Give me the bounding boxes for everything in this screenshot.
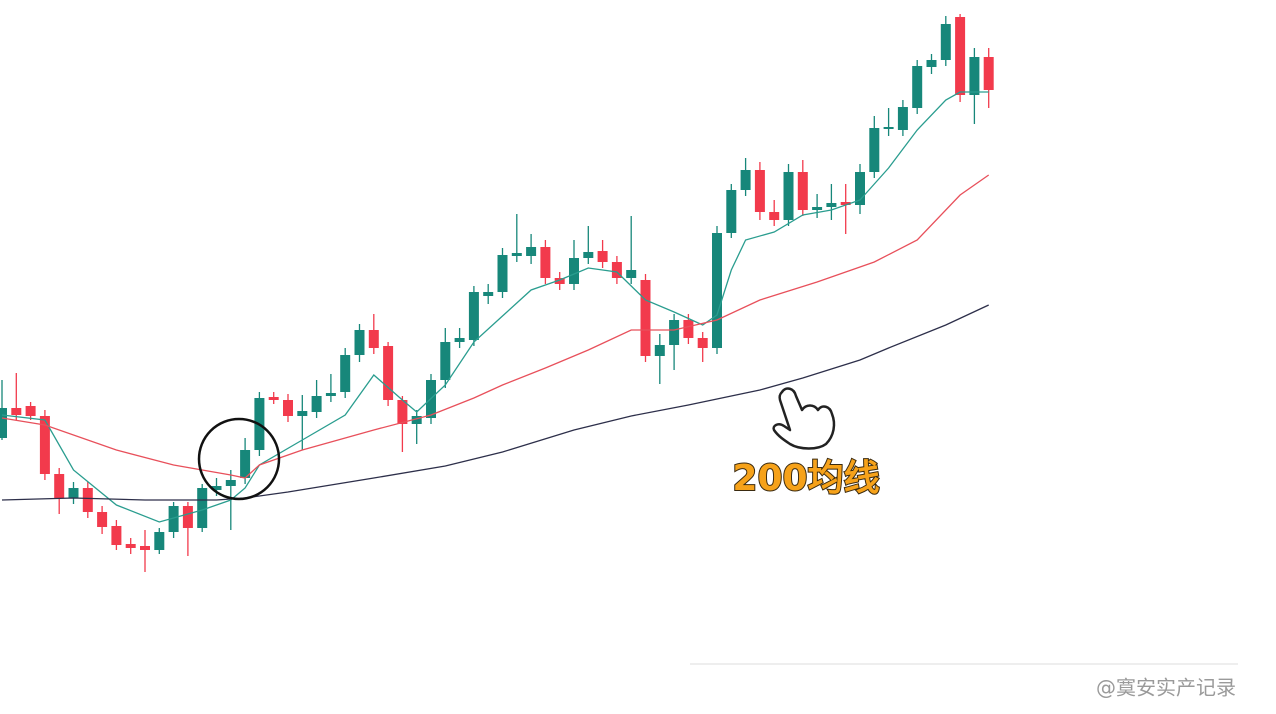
candle-body [368,330,379,348]
candle-body [483,292,494,296]
candle-body [468,292,479,340]
candle-body [840,202,851,205]
candle-body [740,170,751,190]
moving-average [1,174,990,479]
candle-body [411,416,422,424]
candle-body [626,270,637,278]
candle-body [526,247,537,256]
highlight-circle [197,417,281,501]
candle-body [0,408,7,438]
candle-body [926,60,937,67]
candle-body [754,170,765,212]
annotation: 200均线 [732,458,879,499]
candle-body [68,488,79,498]
candle-body [554,278,565,284]
candle-body [325,393,336,396]
candle-body [569,258,579,284]
candle-body [783,172,794,220]
candle-body [283,400,293,416]
candle-body [497,255,508,292]
candle-body [797,172,808,210]
candle-body [869,128,880,172]
candle-body [611,262,622,278]
moving-average [1,304,989,501]
candle-body [712,233,722,348]
candle-body [683,320,694,338]
candle-body [82,488,93,512]
candle-body [54,474,65,498]
candle-body [182,506,193,528]
candle-body [726,190,737,233]
candle-body [912,66,923,108]
candle-body [168,506,179,532]
candle-body [940,24,951,60]
candle-body [154,532,165,550]
candle-body [654,345,665,356]
candle-body [240,450,251,478]
candle-body [597,251,608,262]
moving-average [1,91,989,523]
candle-body [983,57,994,90]
candle-body [640,280,651,356]
candle-body [311,396,322,412]
candle-body [883,127,894,129]
candle-body [540,247,551,278]
candle-body [826,203,837,207]
candle-body [211,486,222,490]
candle-body [125,544,136,548]
candle-body [25,406,36,416]
candle-body [454,338,465,342]
watermark: @寞安实产记录 [1096,676,1236,700]
candle-body [340,355,351,392]
candle-body [769,212,780,220]
candle-body [111,526,122,545]
candle-body [669,320,680,345]
candle-body [397,400,408,424]
candle-body [440,342,451,380]
candle-body [11,408,22,415]
candle-body [354,330,365,355]
candle-body [383,346,394,400]
candle-body [268,397,279,400]
candle-body [583,252,594,258]
candle-body [39,416,50,474]
candle-body [297,411,308,416]
candle-body [225,480,236,486]
candle-body [969,57,980,95]
candle-body [955,17,966,95]
candle-body [697,338,708,348]
hand-icon [772,387,836,450]
candle-body [197,488,208,528]
candle-body [855,172,865,205]
candle-body [97,512,108,527]
candle-body [897,107,908,130]
candle-body [511,253,522,256]
candle-body [140,546,150,550]
candle-body [812,207,823,210]
